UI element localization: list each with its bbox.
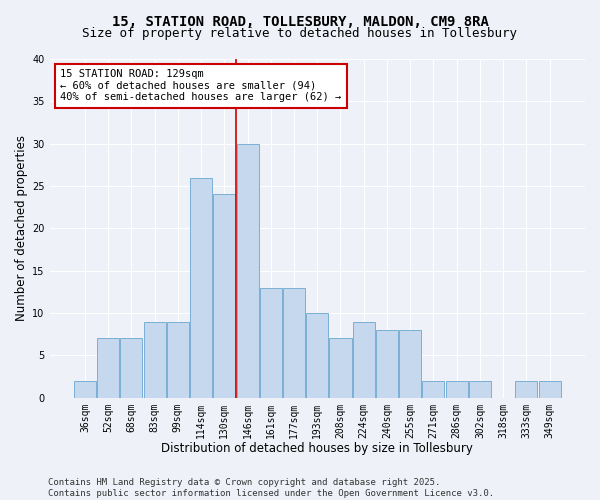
Bar: [283, 288, 305, 398]
Bar: [376, 330, 398, 398]
Bar: [190, 178, 212, 398]
Bar: [469, 381, 491, 398]
Bar: [167, 322, 189, 398]
Bar: [422, 381, 445, 398]
Text: Size of property relative to detached houses in Tollesbury: Size of property relative to detached ho…: [83, 28, 517, 40]
Bar: [121, 338, 142, 398]
Bar: [97, 338, 119, 398]
Text: 15 STATION ROAD: 129sqm
← 60% of detached houses are smaller (94)
40% of semi-de: 15 STATION ROAD: 129sqm ← 60% of detache…: [60, 69, 341, 102]
Bar: [260, 288, 282, 398]
Bar: [446, 381, 468, 398]
Bar: [399, 330, 421, 398]
Bar: [306, 313, 328, 398]
Y-axis label: Number of detached properties: Number of detached properties: [15, 136, 28, 322]
Bar: [515, 381, 538, 398]
Text: Contains HM Land Registry data © Crown copyright and database right 2025.
Contai: Contains HM Land Registry data © Crown c…: [48, 478, 494, 498]
X-axis label: Distribution of detached houses by size in Tollesbury: Distribution of detached houses by size …: [161, 442, 473, 455]
Bar: [213, 194, 235, 398]
Text: 15, STATION ROAD, TOLLESBURY, MALDON, CM9 8RA: 15, STATION ROAD, TOLLESBURY, MALDON, CM…: [112, 15, 488, 29]
Bar: [143, 322, 166, 398]
Bar: [236, 144, 259, 398]
Bar: [329, 338, 352, 398]
Bar: [353, 322, 375, 398]
Bar: [539, 381, 560, 398]
Bar: [74, 381, 96, 398]
